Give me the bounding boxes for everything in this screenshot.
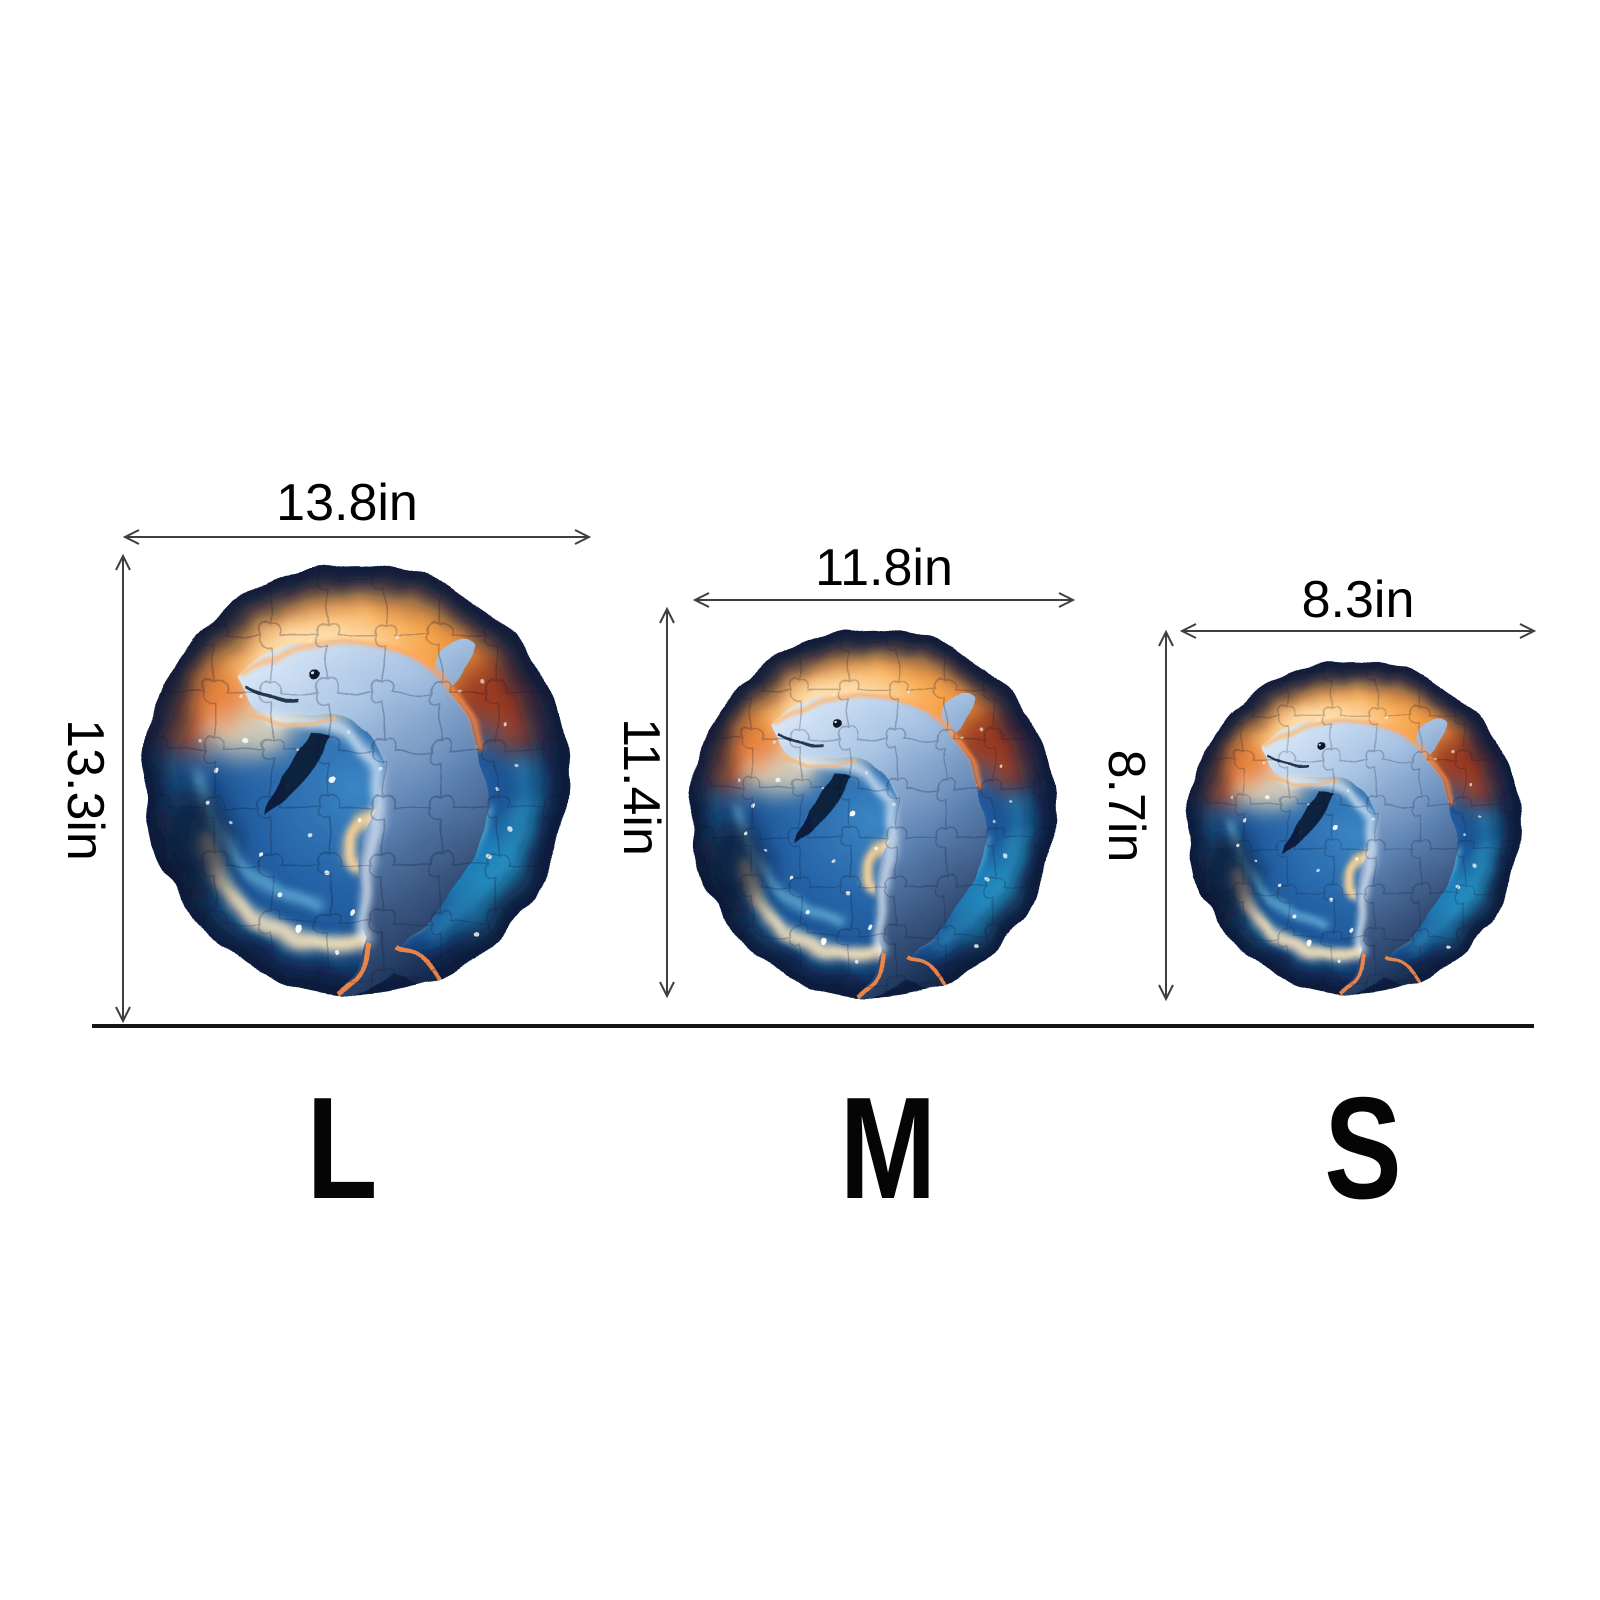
width-arrow-small — [1179, 623, 1537, 639]
baseline-rule — [92, 1024, 1534, 1028]
height-arrow-medium — [659, 606, 675, 999]
puzzle-image-medium — [679, 616, 1067, 1010]
height-label-small: 8.7in — [1097, 749, 1155, 863]
puzzle-image-small — [1177, 649, 1531, 1005]
size-letter-medium: M — [839, 1067, 937, 1229]
height-label-large: 13.3in — [56, 719, 114, 861]
size-letter-large: L — [306, 1067, 378, 1229]
height-arrow-small — [1158, 629, 1174, 1002]
height-arrow-large — [115, 553, 131, 1024]
width-label-large: 13.8in — [276, 474, 418, 532]
height-label-medium: 11.4in — [612, 718, 670, 856]
width-arrow-large — [122, 529, 592, 545]
width-arrow-medium — [692, 592, 1076, 608]
puzzle-image-large — [130, 549, 582, 1009]
width-label-medium: 11.8in — [815, 539, 953, 597]
width-label-small: 8.3in — [1301, 571, 1415, 629]
size-letter-small: S — [1324, 1067, 1402, 1229]
